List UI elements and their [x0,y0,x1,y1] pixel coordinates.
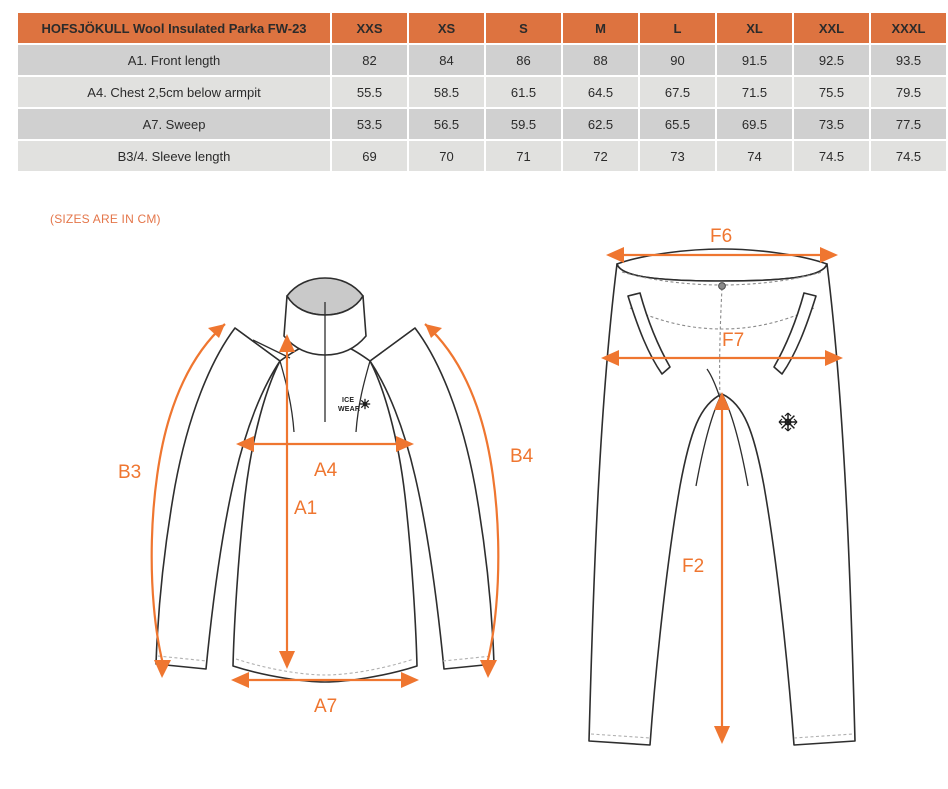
size-chart-table-container: HOFSJÖKULL Wool Insulated Parka FW-23 XX… [16,11,946,173]
measurement-value: 64.5 [563,77,638,107]
table-row: B3/4. Sleeve length 69 70 71 72 73 74 74… [18,141,946,171]
table-row: A4. Chest 2,5cm below armpit 55.5 58.5 6… [18,77,946,107]
measurement-value: 59.5 [486,109,561,139]
dim-arrow-b3-bottom [154,660,171,678]
measurement-value: 93.5 [871,45,946,75]
dimension-a7: A7 [231,672,419,717]
brand-logo: ICE WEAR [338,397,371,413]
dim-arrow-f7-right [825,350,843,366]
measurement-value: 77.5 [871,109,946,139]
size-column-header-s: S [486,13,561,43]
dimension-label-b4: B4 [510,446,534,467]
dim-arrow-f6-right [820,247,838,263]
measurement-value: 71.5 [717,77,792,107]
dim-arrow-a7-right [401,672,419,688]
dimension-b4: B4 [424,323,534,678]
brand-name-line1: ICE [342,397,354,404]
header-row: HOFSJÖKULL Wool Insulated Parka FW-23 XX… [18,13,946,43]
measurement-value: 92.5 [794,45,869,75]
dimension-label-f6: F6 [710,226,732,247]
measurement-label: B3/4. Sleeve length [18,141,330,171]
table-row: A7. Sweep 53.5 56.5 59.5 62.5 65.5 69.5 … [18,109,946,139]
measurement-value: 72 [563,141,638,171]
dim-arrow-b4-bottom [480,660,497,678]
measurement-value: 73 [640,141,715,171]
dimension-f2: F2 [682,392,730,744]
dim-arrow-f6-left [606,247,624,263]
measurement-value: 74.5 [871,141,946,171]
measurement-value: 65.5 [640,109,715,139]
dimension-label-b3: B3 [118,462,141,483]
dimension-f7: F7 [601,330,843,366]
dim-arrow-b3-top [208,324,225,338]
measurement-value: 74.5 [794,141,869,171]
dimension-b3: B3 [118,323,226,678]
measurement-value: 79.5 [871,77,946,107]
dim-arrow-f2-bottom [714,726,730,744]
garment-diagrams: ICE WEAR B3 [0,226,948,789]
size-column-header-xxs: XXS [332,13,407,43]
measurement-value: 74 [717,141,792,171]
measurement-value: 55.5 [332,77,407,107]
measurement-value: 82 [332,45,407,75]
dim-arrow-f2-top [714,392,730,410]
measurement-value: 62.5 [563,109,638,139]
size-column-header-m: M [563,13,638,43]
dimension-label-f2: F2 [682,556,704,577]
size-column-header-l: L [640,13,715,43]
dim-arrow-a4-left [236,436,254,452]
trousers-diagram: F6 F7 F2 [570,226,900,789]
size-column-header-xs: XS [409,13,484,43]
measurement-value: 69 [332,141,407,171]
measurement-value: 73.5 [794,109,869,139]
measurement-value: 70 [409,141,484,171]
snowflake-icon [778,412,798,432]
size-column-header-xl: XL [717,13,792,43]
measurement-value: 84 [409,45,484,75]
dimension-f6: F6 [606,226,838,263]
table-header: HOFSJÖKULL Wool Insulated Parka FW-23 XX… [18,13,946,43]
measurement-value: 91.5 [717,45,792,75]
jacket-diagram: ICE WEAR B3 [90,236,560,789]
dimension-label-a7: A7 [314,696,337,717]
size-column-header-xxxl: XXXL [871,13,946,43]
measurement-value: 69.5 [717,109,792,139]
measurement-label: A7. Sweep [18,109,330,139]
table-body: A1. Front length 82 84 86 88 90 91.5 92.… [18,45,946,171]
measurement-value: 53.5 [332,109,407,139]
product-title: HOFSJÖKULL Wool Insulated Parka FW-23 [18,13,330,43]
measurement-value: 88 [563,45,638,75]
dimension-label-a1: A1 [294,498,317,519]
snowflake-icon [359,398,371,410]
dim-arrow-a1-bottom [279,651,295,669]
measurement-value: 71 [486,141,561,171]
dimension-a4: A4 [236,436,414,481]
measurement-value: 58.5 [409,77,484,107]
size-column-header-xxl: XXL [794,13,869,43]
measurement-value: 75.5 [794,77,869,107]
measurement-label: A4. Chest 2,5cm below armpit [18,77,330,107]
dimension-label-a4: A4 [314,460,338,481]
measurement-value: 61.5 [486,77,561,107]
size-chart-table: HOFSJÖKULL Wool Insulated Parka FW-23 XX… [16,11,948,173]
dim-arrow-a4-right [396,436,414,452]
dimension-label-f7: F7 [722,330,744,351]
measurement-value: 56.5 [409,109,484,139]
dim-arrow-a1-top [279,334,295,352]
brand-name-line2: WEAR [338,406,360,413]
dimension-a1: A1 [279,334,317,669]
table-row: A1. Front length 82 84 86 88 90 91.5 92.… [18,45,946,75]
units-note: (SIZES ARE IN CM) [50,212,161,226]
dim-arrow-b4-top [425,324,442,338]
measurement-value: 90 [640,45,715,75]
measurement-label: A1. Front length [18,45,330,75]
measurement-value: 86 [486,45,561,75]
dim-arrow-a7-left [231,672,249,688]
measurement-value: 67.5 [640,77,715,107]
dim-arrow-f7-left [601,350,619,366]
